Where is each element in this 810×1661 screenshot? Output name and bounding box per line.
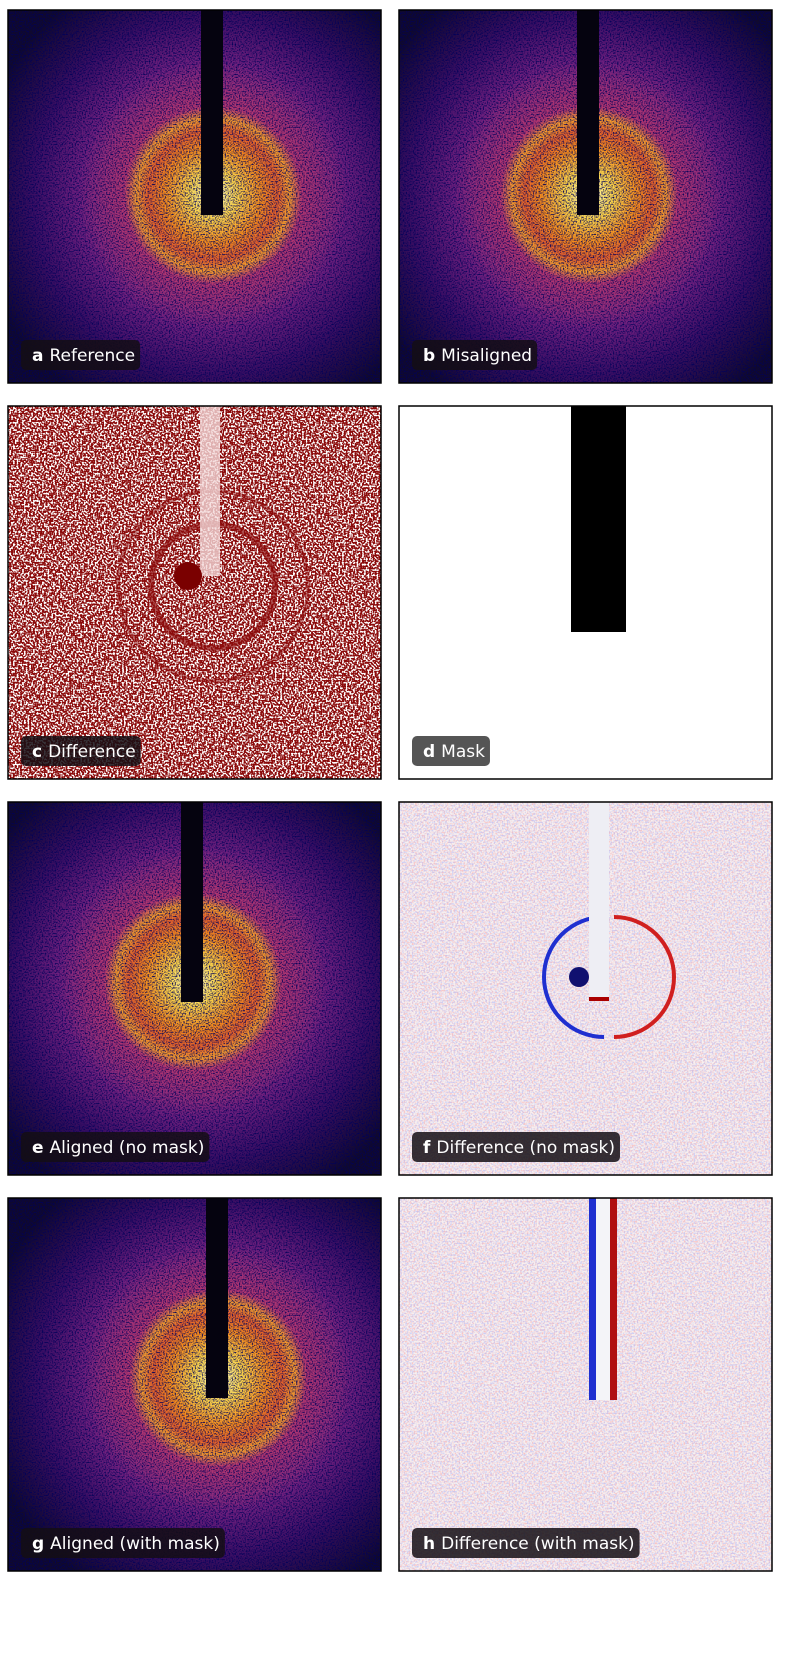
panel-title: Aligned (no mask) xyxy=(50,1138,205,1158)
panel-letter: h xyxy=(423,1534,435,1554)
panel-label: g Aligned (with mask) xyxy=(32,1534,220,1554)
mask-region xyxy=(571,406,626,632)
panel: c Difference xyxy=(8,406,381,779)
panel-label: c Difference xyxy=(32,742,136,762)
figure: a Reference b Misaligned c Difference d Mask e Al… xyxy=(0,0,810,1661)
panel: e Aligned (no mask) xyxy=(8,802,381,1175)
noise xyxy=(8,1198,381,1571)
panel-title: Mask xyxy=(441,742,485,762)
panel-image xyxy=(8,1198,381,1571)
panel-letter: b xyxy=(423,346,435,366)
panel-letter: a xyxy=(32,346,43,366)
center-blob xyxy=(569,967,589,987)
panel-title: Misaligned xyxy=(441,346,532,366)
center-blob xyxy=(174,562,202,590)
beamstop xyxy=(201,10,223,215)
panel: h Difference (with mask) xyxy=(399,1198,772,1571)
beamstop xyxy=(181,802,203,1002)
panel-image xyxy=(399,802,772,1175)
panel-letter: f xyxy=(423,1138,431,1158)
panel-label: h Difference (with mask) xyxy=(423,1534,635,1554)
beamstop-trace xyxy=(589,802,609,999)
panel-letter: c xyxy=(32,742,42,762)
panel-image xyxy=(399,10,772,383)
noise-blue xyxy=(399,1198,772,1571)
panel-letter: g xyxy=(32,1534,44,1554)
panel-title: Aligned (with mask) xyxy=(50,1534,220,1554)
noise xyxy=(8,406,381,779)
panel: b Misaligned xyxy=(399,10,772,383)
panel-image xyxy=(8,10,381,383)
panel-image xyxy=(8,406,381,779)
beamstop-trace xyxy=(596,1198,610,1400)
panel: d Mask xyxy=(399,406,772,779)
panel: a Reference xyxy=(8,10,381,383)
panel-title: Reference xyxy=(49,346,135,366)
panel-title: Difference (no mask) xyxy=(436,1138,615,1158)
beamstop-edge xyxy=(589,997,609,1001)
noise xyxy=(8,10,381,383)
panel-title: Difference xyxy=(48,742,136,762)
beamstop-trace xyxy=(200,406,220,576)
panel-image xyxy=(399,1198,772,1571)
panel-letter: d xyxy=(423,742,435,762)
panel-label: e Aligned (no mask) xyxy=(32,1138,204,1158)
panel: g Aligned (with mask) xyxy=(8,1198,381,1571)
beamstop xyxy=(577,10,599,215)
page: a Reference b Misaligned c Difference d Mask e Al… xyxy=(0,0,810,1661)
edge-blue xyxy=(589,1198,596,1400)
panel-image xyxy=(8,802,381,1175)
noise-blue xyxy=(399,802,772,1175)
panel-image xyxy=(399,406,772,779)
edge-red xyxy=(610,1198,617,1400)
panel-label: d Mask xyxy=(423,742,485,762)
beamstop xyxy=(206,1198,228,1398)
panel-title: Difference (with mask) xyxy=(441,1534,634,1554)
panel-letter: e xyxy=(32,1138,44,1158)
